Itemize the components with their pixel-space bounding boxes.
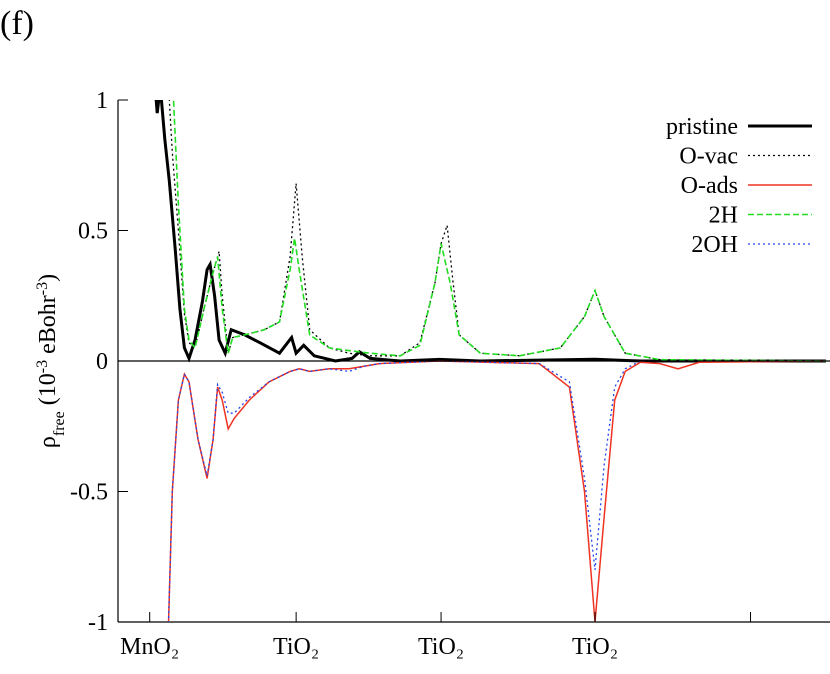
y-tick-label: -0.5 bbox=[70, 480, 108, 506]
series-line bbox=[172, 100, 827, 362]
x-tick-label: MnO₂ bbox=[120, 634, 179, 660]
y-label-part: ) bbox=[35, 274, 61, 282]
legend-label: 2OH bbox=[691, 232, 738, 258]
y-tick-label: 1 bbox=[96, 88, 108, 114]
legend-label: O-ads bbox=[681, 173, 738, 199]
legend-label: 2H bbox=[709, 203, 738, 229]
y-tick-label: 0.5 bbox=[78, 219, 108, 245]
plot-area bbox=[154, 100, 827, 622]
chart-title: (f) bbox=[0, 5, 34, 42]
y-label-part: -3 bbox=[34, 282, 51, 295]
y-label-part: ρ bbox=[35, 436, 61, 448]
series-line bbox=[154, 100, 826, 363]
x-tick-label: TiO₂ bbox=[572, 634, 618, 660]
legend-label: O-vac bbox=[679, 144, 738, 170]
y-tick-label: 0 bbox=[96, 349, 108, 375]
series-line bbox=[167, 360, 827, 622]
y-label-part: free bbox=[51, 411, 68, 436]
x-tick-label: TiO₂ bbox=[273, 634, 319, 660]
y-label-part: -3 bbox=[34, 360, 51, 373]
y-label-part: eBohr bbox=[35, 295, 61, 360]
y-tick-label: -1 bbox=[88, 610, 108, 636]
series-line bbox=[168, 100, 827, 362]
series-line bbox=[167, 360, 826, 622]
y-axis-label: ρfree (10-3 eBohr-3) bbox=[34, 274, 68, 448]
legend-label: pristine bbox=[666, 114, 738, 140]
y-label-part: (10 bbox=[35, 373, 61, 411]
x-tick-label: TiO₂ bbox=[418, 634, 464, 660]
